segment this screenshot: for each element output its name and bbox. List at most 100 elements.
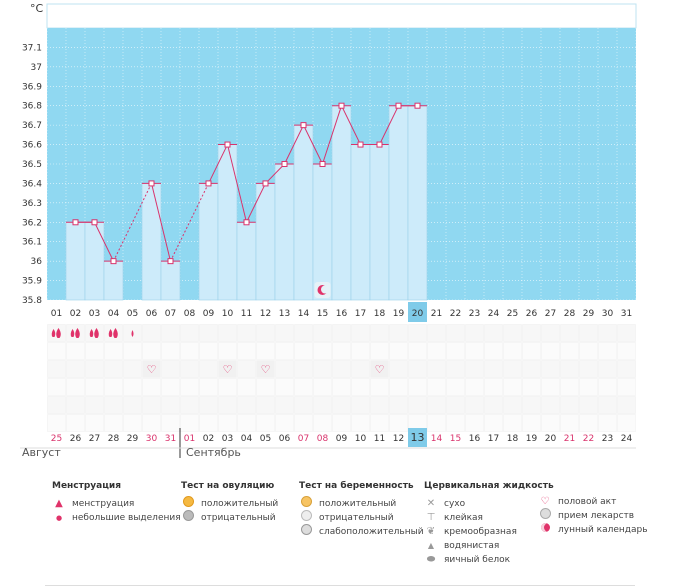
- symptom-cell: [617, 378, 636, 396]
- symptom-cell: [370, 324, 389, 342]
- cycle-day-label: 02: [203, 434, 214, 444]
- symptom-cell: [218, 396, 237, 414]
- temperature-bar: [65, 221, 86, 301]
- legend-pregnancy-negative: отрицательный: [319, 513, 394, 523]
- temperature-chart: 35.8 35.9 36 36.1 36.2 36.3 36.4 36.5 36.6 36.7 36…: [20, 2, 637, 458]
- spotting-icon: ●: [55, 514, 63, 522]
- symptom-cell: [123, 414, 142, 432]
- symptom-cell: [579, 378, 598, 396]
- symptom-cell: [85, 378, 104, 396]
- symptom-cell: [66, 414, 85, 432]
- symptom-cell: [294, 414, 313, 432]
- menstruation-drop-small: [108, 329, 113, 337]
- watery-icon: ▲: [427, 541, 435, 550]
- cycle-day-row: 25 26 27 28 29 30 31 01 02 03 04 05 06 07 08 09 10 11 12 13…: [20, 428, 636, 458]
- symptom-cell: [47, 414, 66, 432]
- y-tick-label: 36.7: [22, 121, 42, 131]
- cycle-day-label: 11: [374, 434, 385, 444]
- heart-cell-bg: [219, 361, 236, 377]
- x-label-highlight: [408, 302, 427, 322]
- symptom-cell: [218, 378, 237, 396]
- symptom-cell: [237, 396, 256, 414]
- x-tick-label: 28: [564, 309, 576, 319]
- symptom-cell: [579, 396, 598, 414]
- chart-top-white-strip: [46, 3, 637, 29]
- temperature-point: [91, 219, 98, 226]
- legend-menstruation-label: менструация: [72, 499, 135, 509]
- month-label-second: Сентябрь: [186, 446, 241, 459]
- temperature-point: [281, 160, 288, 167]
- bottom-divider: [45, 585, 635, 586]
- symptom-cell: [47, 360, 66, 378]
- temperature-bar: [407, 105, 428, 301]
- cycle-day-label: 19: [526, 434, 538, 444]
- symptom-cell: [503, 342, 522, 360]
- y-tick-label: 35.8: [22, 296, 42, 306]
- symptom-cell: [408, 342, 427, 360]
- symptom-cell: [427, 324, 446, 342]
- heart-cell-bg: [257, 361, 274, 377]
- symptom-cell: [389, 396, 408, 414]
- symptom-cell: [256, 324, 275, 342]
- symptom-cell: [560, 414, 579, 432]
- symptom-cell: [180, 414, 199, 432]
- cycle-day-label: 23: [602, 434, 613, 444]
- symptom-cell: [161, 342, 180, 360]
- symptom-cell: [370, 378, 389, 396]
- temperature-bar: [84, 221, 105, 301]
- temperature-point: [376, 141, 383, 148]
- symptom-cell: [389, 378, 408, 396]
- ovulation-positive-icon: [181, 496, 195, 512]
- symptom-cell: [598, 324, 617, 342]
- temperature-bar: [388, 105, 409, 301]
- y-tick-label: 36.2: [22, 218, 42, 228]
- y-axis: 35.8 35.9 36 36.1 36.2 36.3 36.4 36.5 36.6 36.7 36…: [22, 43, 42, 306]
- symptom-cell: [313, 342, 332, 360]
- symptom-cell: [503, 396, 522, 414]
- legend-cervical-title: Цервикальная жидкость: [424, 481, 554, 491]
- symptom-cell: [389, 360, 408, 378]
- legend-menstruation-title: Менструация: [52, 481, 121, 491]
- symptom-cell: [180, 342, 199, 360]
- temperature-point: [110, 258, 117, 265]
- symptom-cell: [218, 414, 237, 432]
- legend-pregnancy-weak: слабоположительный: [319, 527, 424, 537]
- x-tick-label: 06: [146, 309, 158, 319]
- symptom-cell: [275, 378, 294, 396]
- symptom-cell: [579, 324, 598, 342]
- x-tick-label: 21: [431, 309, 442, 319]
- x-tick-label: 08: [184, 309, 196, 319]
- symptom-cell: [199, 324, 218, 342]
- symptom-cell: [503, 414, 522, 432]
- symptom-cell: [161, 414, 180, 432]
- symptom-cell: [579, 414, 598, 432]
- symptom-cell: [465, 378, 484, 396]
- symptom-cell: [199, 360, 218, 378]
- line-segment: [151, 183, 171, 262]
- symptom-cell: [541, 360, 560, 378]
- temperature-bar: [255, 183, 276, 301]
- symptom-cell: [294, 378, 313, 396]
- symptom-cell: [370, 396, 389, 414]
- menstruation-icon: ▲: [55, 498, 63, 509]
- cycle-day-label: 08: [317, 434, 329, 444]
- symptom-cell: [560, 360, 579, 378]
- cycle-day-label: 22: [583, 434, 594, 444]
- cycle-day-label: 25: [51, 434, 62, 444]
- symptom-cell: [560, 378, 579, 396]
- x-tick-label: 27: [545, 309, 556, 319]
- symptom-cell: [142, 378, 161, 396]
- symptom-cell: [351, 360, 370, 378]
- temperature-point: [148, 180, 155, 187]
- x-tick-label: 14: [298, 309, 310, 319]
- symptom-cell: [617, 360, 636, 378]
- symptom-cell: [351, 342, 370, 360]
- y-tick-label: 36.4: [22, 179, 42, 189]
- symptom-cell: [275, 360, 294, 378]
- symptom-cell: [123, 342, 142, 360]
- symptom-cell: [541, 414, 560, 432]
- symptom-cell: [598, 396, 617, 414]
- cycle-day-label: 18: [507, 434, 519, 444]
- temperature-point: [395, 102, 402, 109]
- y-tick-label: 35.9: [22, 277, 42, 287]
